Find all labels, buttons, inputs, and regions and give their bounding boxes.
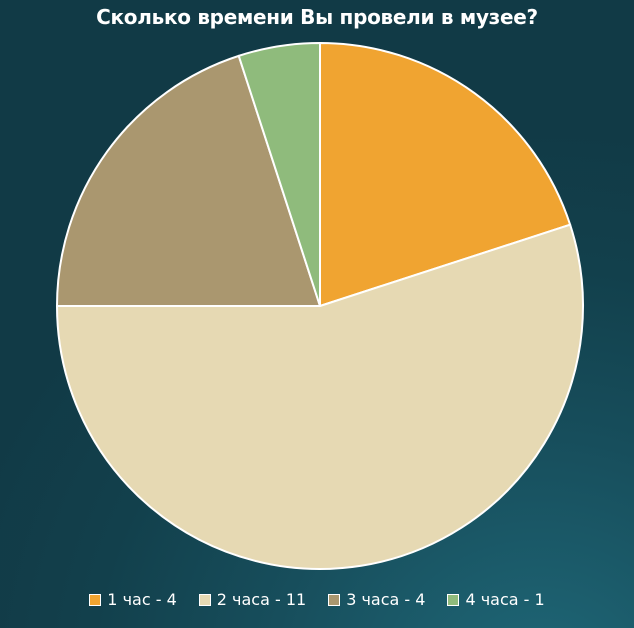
legend-item: 2 часа - 11 — [198, 590, 307, 609]
chart-title: Сколько времени Вы провели в музее? — [96, 5, 538, 29]
legend-item: 3 часа - 4 — [328, 590, 425, 609]
legend-swatch — [89, 593, 102, 606]
pie-slice — [56, 223, 584, 570]
legend-label: 3 часа - 4 — [346, 590, 426, 609]
legend-label: 4 часа - 1 — [465, 590, 545, 609]
pie-slice — [319, 42, 572, 307]
pie-slice — [237, 42, 321, 307]
legend: 1 час - 4 2 часа - 11 3 часа - 4 4 часа … — [0, 590, 634, 609]
pie-slice — [56, 54, 321, 307]
legend-item: 4 часа - 1 — [447, 590, 545, 609]
legend-label: 1 час - 4 — [107, 590, 177, 609]
legend-label: 2 часа - 11 — [216, 590, 307, 609]
legend-swatch — [447, 593, 460, 606]
legend-item: 1 час - 4 — [89, 590, 177, 609]
legend-swatch — [328, 593, 341, 606]
legend-swatch — [198, 593, 211, 606]
